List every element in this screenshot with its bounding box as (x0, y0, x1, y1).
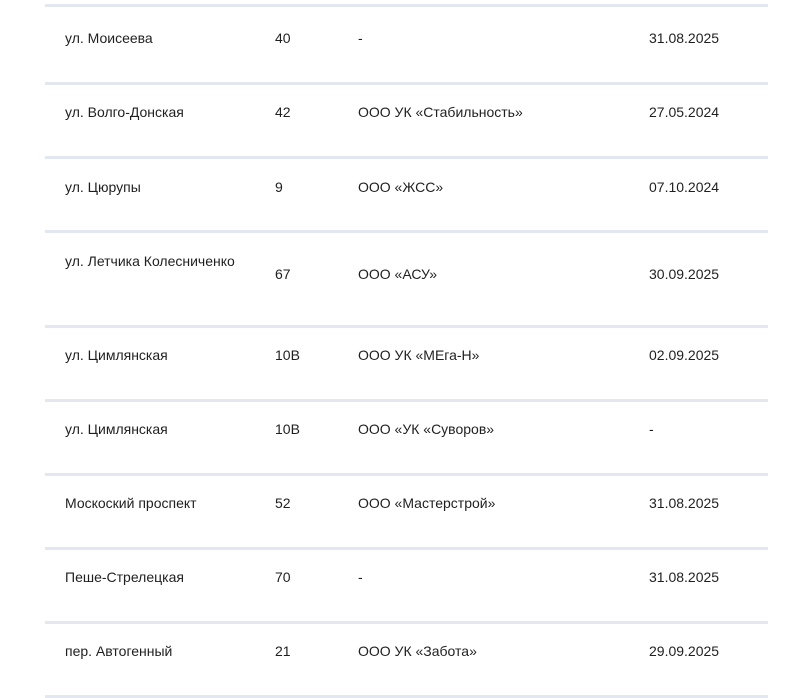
street-cell: пер. Автогенный (65, 643, 173, 659)
date-cell: 31.08.2025 (649, 30, 720, 46)
street-cell: Пеше-Стрелецкая (65, 569, 184, 585)
company-cell: - (358, 569, 363, 585)
date-cell: 07.10.2024 (649, 179, 720, 195)
company-cell: ООО УК «Стабильность» (358, 104, 523, 120)
management-companies-table: ул. Моисеева 40 - 31.08.2025 ул. Волго-Д… (45, 0, 768, 698)
house-number-cell: 70 (275, 569, 291, 585)
table-row: ул. Моисеева 40 - 31.08.2025 (45, 4, 768, 85)
table-row: ул. Цюрупы 9 ООО «ЖСС» 07.10.2024 (45, 159, 768, 233)
company-cell: ООО «ЖСС» (358, 179, 444, 195)
date-cell: 02.09.2025 (649, 347, 720, 363)
date-cell: 30.09.2025 (649, 266, 720, 282)
date-cell: 31.08.2025 (649, 495, 720, 511)
street-cell: ул. Цимлянская (65, 347, 168, 363)
company-cell: ООО УК «Забота» (358, 643, 477, 659)
street-cell: ул. Летчика Колесниченко (65, 253, 235, 269)
street-cell: ул. Цюрупы (65, 179, 141, 195)
house-number-cell: 10В (275, 347, 300, 363)
table-row: ул. Летчика Колесниченко 67 ООО «АСУ» 30… (45, 233, 768, 328)
table-row: Москоский проспект 52 ООО «Мастерстрой» … (45, 476, 768, 550)
table-row: ул. Волго-Донская 42 ООО УК «Стабильност… (45, 85, 768, 159)
company-cell: ООО УК «МЕга-Н» (358, 347, 480, 363)
date-cell: 29.09.2025 (649, 643, 720, 659)
house-number-cell: 9 (275, 179, 283, 195)
table-row: пер. Автогенный 21 ООО УК «Забота» 29.09… (45, 624, 768, 698)
table-row: ул. Цимлянская 10В ООО УК «МЕга-Н» 02.09… (45, 328, 768, 402)
company-cell: ООО «УК «Суворов» (358, 421, 495, 437)
house-number-cell: 40 (275, 30, 291, 46)
company-cell: ООО «АСУ» (358, 266, 438, 282)
house-number-cell: 21 (275, 643, 291, 659)
company-cell: ООО «Мастерстрой» (358, 495, 496, 511)
house-number-cell: 67 (275, 266, 291, 282)
street-cell: ул. Цимлянская (65, 421, 168, 437)
street-cell: ул. Волго-Донская (65, 104, 184, 120)
house-number-cell: 42 (275, 104, 291, 120)
table-row: ул. Цимлянская 10В ООО «УК «Суворов» - (45, 402, 768, 476)
street-cell: ул. Моисеева (65, 30, 153, 46)
house-number-cell: 52 (275, 495, 291, 511)
table-row: Пеше-Стрелецкая 70 - 31.08.2025 (45, 550, 768, 624)
date-cell: 27.05.2024 (649, 104, 720, 120)
date-cell: 31.08.2025 (649, 569, 720, 585)
date-cell: - (649, 421, 654, 437)
company-cell: - (358, 30, 363, 46)
street-cell: Москоский проспект (65, 495, 197, 511)
house-number-cell: 10В (275, 421, 300, 437)
